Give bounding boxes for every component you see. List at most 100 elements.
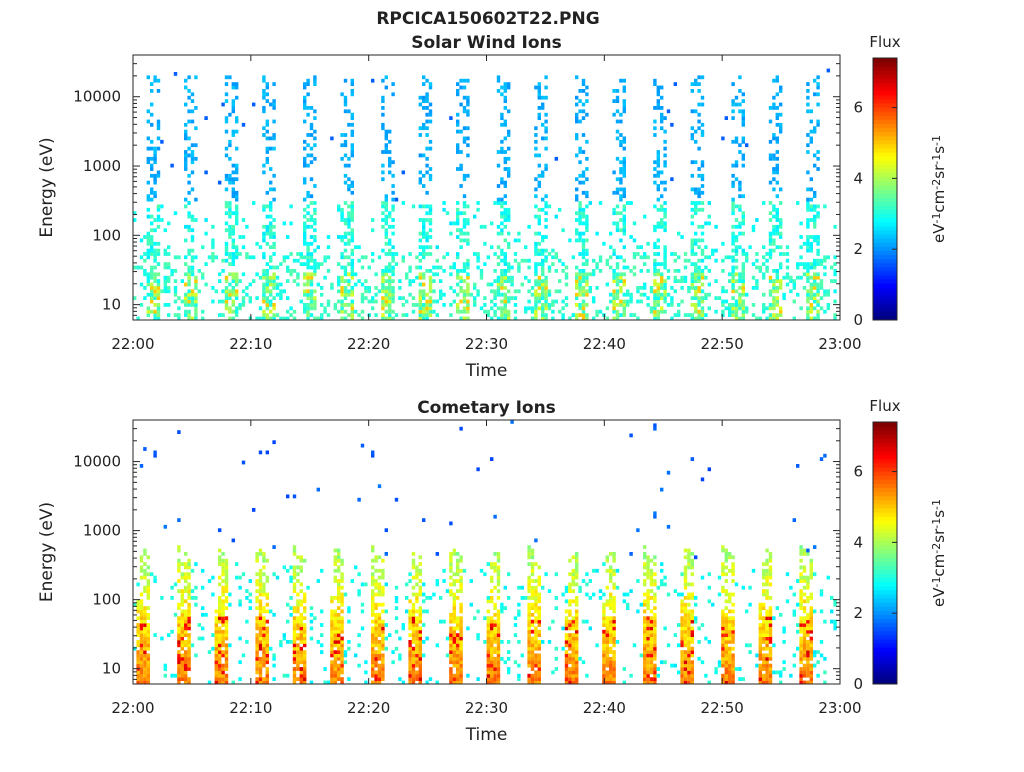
spectrogram-cell <box>585 86 588 90</box>
spectrogram-cell <box>623 303 626 307</box>
spectrogram-cell <box>347 239 350 243</box>
spectrogram-cell <box>810 177 813 181</box>
spectrogram-cell <box>289 313 292 317</box>
spectrogram-cell <box>643 572 646 576</box>
spectrogram-cell <box>541 174 544 178</box>
spectrogram-cell <box>300 671 303 675</box>
spectrogram-cell <box>235 130 238 134</box>
spectrogram-cell <box>432 289 435 293</box>
spectrogram-cell <box>544 300 547 304</box>
spectrogram-cell <box>463 177 466 181</box>
spectrogram-cell <box>619 120 622 124</box>
spectrogram-cell <box>538 599 541 603</box>
spectrogram-cell <box>534 296 537 300</box>
spectrogram-cell <box>221 300 224 304</box>
spectrogram-cell <box>663 245 666 249</box>
spectrogram-cell <box>272 279 275 283</box>
spectrogram-cell <box>351 113 354 117</box>
spectrogram-cell <box>646 657 649 661</box>
spectrogram-cell <box>344 99 347 103</box>
spectrogram-cell <box>272 306 275 310</box>
spectrogram-cell <box>772 133 775 137</box>
spectrogram-cell <box>391 82 394 86</box>
spectrogram-cell <box>544 194 547 198</box>
spectrogram-cell <box>157 262 160 266</box>
spectrogram-cell <box>187 657 190 661</box>
spectrogram-cell <box>463 218 466 222</box>
spectrogram-cell <box>456 222 459 226</box>
spectrogram-cell <box>616 222 619 226</box>
spectrogram-cell <box>157 272 160 276</box>
spectrogram-cell <box>568 589 571 593</box>
spectrogram-cell <box>585 259 588 263</box>
spectrogram-cell <box>225 660 228 664</box>
spectrogram-cell <box>459 677 462 681</box>
spectrogram-cell <box>616 130 619 134</box>
spectrogram-cell <box>150 239 153 243</box>
spectrogram-cell <box>323 306 326 310</box>
spectrogram-cell <box>381 647 384 651</box>
spectrogram-cell <box>181 671 184 675</box>
spectrogram-cell <box>204 171 207 175</box>
spectrogram-cell <box>459 650 462 654</box>
spectrogram-cell <box>538 300 541 304</box>
spectrogram-cell <box>191 92 194 96</box>
spectrogram-cell <box>374 650 377 654</box>
spectrogram-cell <box>731 279 734 283</box>
spectrogram-cell <box>266 596 269 600</box>
spectrogram-cell <box>293 650 296 654</box>
spectrogram-cell <box>184 667 187 671</box>
spectrogram-cell <box>279 283 282 287</box>
spectrogram-cell <box>303 610 306 614</box>
spectrogram-cell <box>646 643 649 647</box>
spectrogram-cell <box>555 157 558 161</box>
spectrogram-cell <box>592 259 595 263</box>
spectrogram-cell <box>772 283 775 287</box>
spectrogram-cell <box>585 191 588 195</box>
spectrogram-cell <box>456 208 459 212</box>
spectrogram-cell <box>663 252 666 256</box>
spectrogram-cell <box>731 82 734 86</box>
spectrogram-cell <box>650 671 653 675</box>
spectrogram-cell <box>623 293 626 297</box>
spectrogram-cell <box>218 616 221 620</box>
spectrogram-cell <box>310 279 313 283</box>
spectrogram-cell <box>742 262 745 266</box>
spectrogram-cell <box>320 650 323 654</box>
spectrogram-cell <box>497 293 500 297</box>
spectrogram-cell <box>184 283 187 287</box>
spectrogram-cell <box>153 75 156 79</box>
spectrogram-cell <box>680 235 683 239</box>
spectrogram-cell <box>643 677 646 681</box>
spectrogram-cell <box>412 633 415 637</box>
spectrogram-cell <box>255 552 258 556</box>
colorbar-swatch <box>873 140 897 145</box>
spectrogram-cell <box>436 643 439 647</box>
spectrogram-cell <box>449 232 452 236</box>
spectrogram-cell <box>711 249 714 253</box>
spectrogram-cell <box>459 103 462 107</box>
spectrogram-cell <box>303 215 306 219</box>
spectrogram-cell <box>504 82 507 86</box>
spectrogram-cell <box>351 266 354 270</box>
spectrogram-cell <box>623 593 626 597</box>
spectrogram-cell <box>388 160 391 164</box>
spectrogram-cell <box>201 627 204 631</box>
spectrogram-cell <box>419 586 422 590</box>
spectrogram-cell <box>436 300 439 304</box>
spectrogram-cell <box>531 286 534 290</box>
spectrogram-cell <box>813 239 816 243</box>
spectrogram-cell <box>742 116 745 120</box>
spectrogram-cell <box>255 664 258 668</box>
spectrogram-cell <box>143 589 146 593</box>
spectrogram-cell <box>810 120 813 124</box>
spectrogram-cell <box>371 572 374 576</box>
spectrogram-cell <box>225 242 228 246</box>
spectrogram-cell <box>388 283 391 287</box>
spectrogram-cell <box>497 276 500 280</box>
spectrogram-cell <box>806 272 809 276</box>
spectrogram-cell <box>419 671 422 675</box>
spectrogram-cell <box>225 599 228 603</box>
spectrogram-cell <box>388 306 391 310</box>
